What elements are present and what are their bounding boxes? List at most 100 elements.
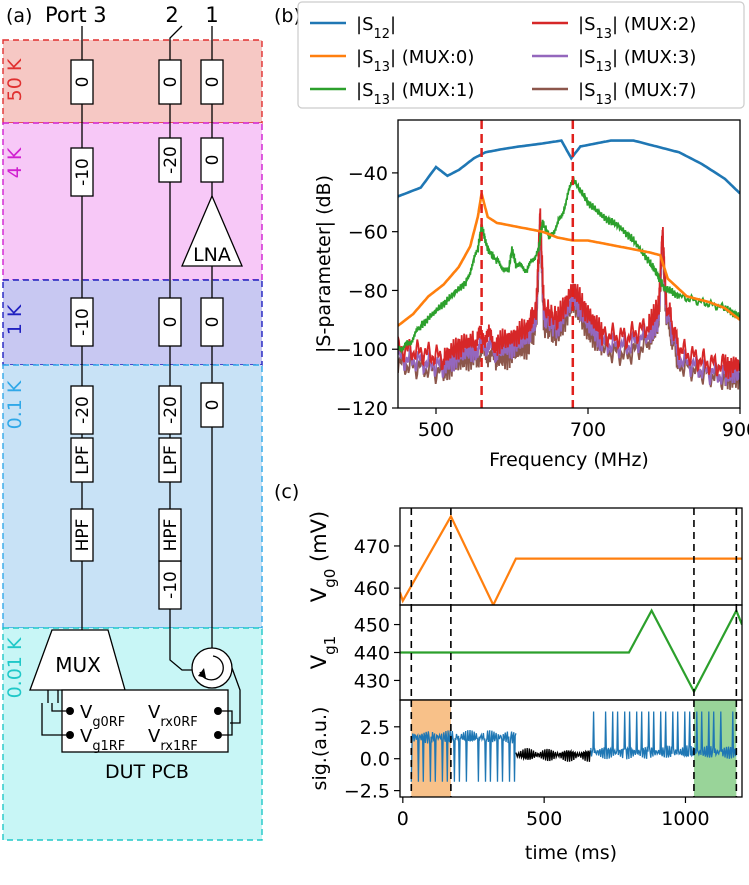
x-axis-label: time (ms) bbox=[525, 842, 617, 864]
lna-label: LNA bbox=[193, 244, 231, 266]
pcb-node bbox=[214, 707, 222, 715]
attenuator-value: -20 bbox=[161, 146, 181, 174]
legend-label: |S13| (MUX:0) bbox=[356, 47, 474, 75]
attenuator-value: -20 bbox=[161, 396, 181, 424]
y-tick-label: 430 bbox=[354, 670, 390, 692]
x-tick-label: 0 bbox=[397, 808, 409, 830]
stage-temperature-label: 50 K bbox=[4, 58, 26, 101]
attenuator-value: -20 bbox=[73, 396, 93, 424]
x-tick-label: 500 bbox=[418, 419, 454, 441]
attenuator bbox=[70, 147, 94, 197]
dut-pcb bbox=[61, 689, 229, 753]
legend-label: |S13| (MUX:7) bbox=[578, 80, 696, 108]
attenuator bbox=[200, 137, 224, 183]
lna-amplifier bbox=[181, 194, 243, 267]
attenuator bbox=[200, 59, 224, 105]
attenuator bbox=[158, 59, 182, 105]
time-trace-chart: (c) 460 470 Vg0 (mV) 430 440 450 Vg1 2.5 0.0 −2.5 s… bbox=[274, 481, 743, 864]
y-tick-label: −2.5 bbox=[344, 781, 390, 803]
port2-wire bbox=[169, 25, 195, 671]
series-line bbox=[398, 176, 740, 355]
subplot-area bbox=[400, 508, 742, 605]
signal-trace bbox=[590, 711, 737, 760]
panel-a-label: (a) bbox=[6, 5, 32, 27]
panel-c-label: (c) bbox=[274, 481, 299, 503]
attenuator bbox=[200, 382, 224, 428]
y-tick-label: 2.5 bbox=[360, 717, 390, 739]
x-tick-label: 700 bbox=[570, 419, 606, 441]
stage-temperature-label: 0.01 K bbox=[4, 637, 26, 698]
x-tick-label: 500 bbox=[526, 808, 562, 830]
port-3-label: Port 3 bbox=[45, 3, 107, 27]
attenuator-value: 0 bbox=[161, 77, 181, 88]
y-tick-label: 440 bbox=[354, 643, 390, 665]
attenuator-value: 0 bbox=[203, 77, 223, 88]
dut-pcb-label: DUT PCB bbox=[105, 761, 189, 783]
mux-to-dut-wire bbox=[41, 703, 66, 736]
attenuator bbox=[70, 297, 94, 347]
y-axis-label: Vg1 bbox=[307, 636, 339, 670]
attenuator-value: -10 bbox=[73, 158, 93, 186]
legend-label: |S13| (MUX:3) bbox=[578, 47, 696, 75]
attenuator-value: -10 bbox=[73, 308, 93, 336]
y-axis-label: Vg0 (mV) bbox=[307, 511, 339, 602]
x-tick-label: 1000 bbox=[661, 808, 709, 830]
attenuator-value: -10 bbox=[161, 571, 181, 599]
port-1-label: 1 bbox=[205, 3, 218, 27]
y-tick-label: 470 bbox=[354, 536, 390, 558]
stage-temperature-label: 1 K bbox=[4, 304, 26, 335]
low-pass-filter-value: LPF bbox=[73, 445, 93, 475]
attenuator-value: 0 bbox=[203, 317, 223, 328]
series-line bbox=[398, 193, 740, 327]
attenuator bbox=[158, 137, 182, 183]
high-pass-filter bbox=[158, 508, 182, 562]
legend-label: |S13| (MUX:2) bbox=[578, 14, 696, 42]
dut-to-circulator-wire bbox=[230, 667, 241, 724]
mux-label: MUX bbox=[55, 653, 101, 677]
signal-trace bbox=[515, 748, 592, 762]
pcb-node bbox=[66, 707, 74, 715]
y-tick-label: −120 bbox=[336, 398, 388, 420]
stage-temperature-label: 4 K bbox=[4, 147, 26, 178]
mux-to-dut-wire bbox=[51, 703, 66, 712]
subplot-frame bbox=[399, 699, 743, 798]
y-tick-label: 460 bbox=[354, 578, 390, 600]
axes-frame bbox=[397, 119, 741, 409]
y-axis-label: |S-parameter| (dB) bbox=[313, 175, 335, 353]
signal-trace bbox=[410, 729, 517, 782]
voltage-trace bbox=[400, 514, 742, 605]
x-tick-label: 900 bbox=[722, 419, 749, 441]
low-pass-filter-value: LPF bbox=[161, 445, 181, 475]
attenuator-value: 0 bbox=[203, 400, 223, 411]
panel-b-label: (b) bbox=[274, 5, 301, 27]
attenuator bbox=[70, 59, 94, 105]
stage-temperature-label: 0.1 K bbox=[4, 380, 26, 429]
high-pass-filter-value: HPF bbox=[161, 519, 181, 552]
attenuator-value: 0 bbox=[73, 77, 93, 88]
y-tick-label: −80 bbox=[348, 280, 388, 302]
attenuator bbox=[158, 297, 182, 347]
vrx1rf-label: Vrx1RF bbox=[148, 726, 198, 754]
high-pass-filter-value: HPF bbox=[73, 519, 93, 552]
wiring-diagram: (a) Port 3 2 1 50 K 4 K 1 K 0.1 K 0.01 K MUX… bbox=[2, 3, 263, 841]
y-tick-label: −40 bbox=[348, 163, 388, 185]
pcb-node bbox=[214, 731, 222, 739]
plot-area bbox=[398, 120, 740, 408]
pcb-node bbox=[66, 731, 74, 739]
y-tick-label: −100 bbox=[336, 339, 388, 361]
y-tick-label: 0.0 bbox=[360, 749, 390, 771]
subplot-area bbox=[410, 700, 738, 797]
circulator-arrowhead bbox=[198, 668, 206, 678]
series-line bbox=[398, 208, 740, 379]
vrx0rf-label: Vrx0RF bbox=[148, 702, 198, 730]
port-2-label: 2 bbox=[165, 3, 178, 27]
y-tick-label: −60 bbox=[348, 222, 388, 244]
circulator bbox=[191, 647, 233, 689]
vg0rf-label: Vg0RF bbox=[80, 702, 125, 730]
s-parameter-chart: (b) 500 700 900 −40 −60 −80 −100 −120 Frequency (… bbox=[274, 1, 749, 471]
attenuator bbox=[158, 385, 182, 435]
attenuator-value: 0 bbox=[161, 317, 181, 328]
legend-box bbox=[297, 1, 745, 109]
vg1rf-label: Vg1RF bbox=[80, 726, 125, 754]
